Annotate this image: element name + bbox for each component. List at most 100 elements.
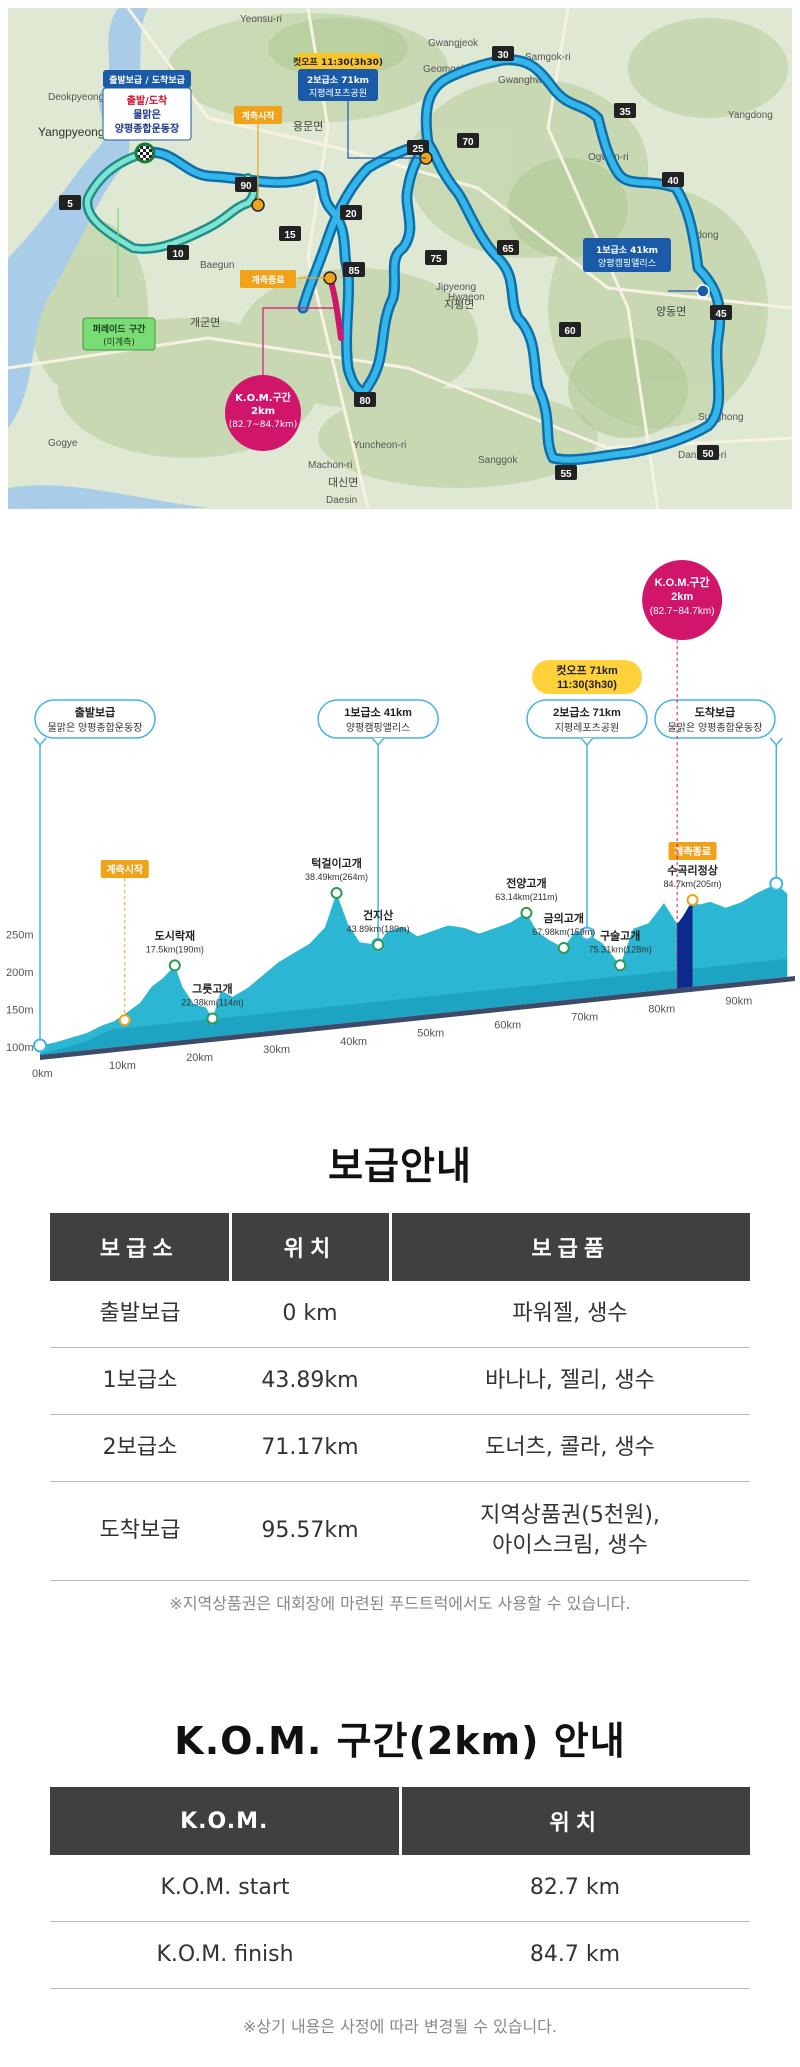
kom-point-location: 84.7 km	[400, 1921, 750, 1989]
place-label: Ipdong	[688, 230, 719, 241]
col-header-location: 위치	[230, 1213, 392, 1281]
supply-items-line1: 지역상품권(5천원),	[480, 1503, 660, 1529]
place-label: Machon-ri	[308, 460, 352, 471]
district-label: 대신면	[328, 476, 358, 489]
peak-name: 그릇고개	[192, 981, 232, 995]
callout-subtitle: 양평캠핑앨리스	[346, 721, 410, 734]
col-header-kom: K.O.M.	[50, 1787, 402, 1855]
peak-marker	[330, 886, 343, 899]
kom-point-location: 82.7 km	[400, 1855, 750, 1922]
table-row: 1보급소 43.89km 바나나, 젤리, 생수	[50, 1347, 750, 1415]
supply-location: 0 km	[230, 1281, 390, 1348]
svg-text:2km: 2km	[251, 406, 275, 417]
cutoff-line2: 11:30(3h30)	[557, 679, 617, 691]
place-label: Yangpyeong	[38, 125, 105, 139]
kom-title: K.O.M. 구간(2km) 안내	[174, 1719, 626, 1763]
supply-marker	[769, 876, 784, 891]
peak-name: 수곡리정상	[667, 863, 718, 877]
place-label: Yuncheon-ri	[353, 440, 406, 451]
place-label: Deokpyeong	[48, 92, 104, 103]
supply-marker	[579, 926, 594, 941]
place-label: Gwangjeok	[428, 38, 479, 49]
callout-subtitle: 물맑은 양평종합운동장	[48, 722, 143, 734]
x-tick-label: 50km	[417, 1028, 444, 1040]
svg-text:K.O.M.구간: K.O.M.구간	[235, 391, 292, 404]
start-finish-callout: 출발보급 / 도착보급 출발/도착 물맑은 양평종합운동장	[102, 70, 192, 141]
place-label: Baegun	[200, 260, 234, 271]
timing-end-badge	[668, 841, 717, 860]
supply-items: 도너츠, 콜라, 생수	[390, 1414, 750, 1482]
kom-note: ※상기 내용은 사정에 따라 변경될 수 있습니다.	[243, 2017, 557, 2036]
km-marker: 25	[412, 144, 424, 155]
table-row: 2보급소 71.17km 도너츠, 콜라, 생수	[50, 1414, 750, 1482]
kom-badge-line3: (82.7~84.7km)	[650, 606, 715, 617]
supply1-callout: 1보급소 41km 양평캠핑앨리스	[583, 238, 671, 272]
x-tick-label: 10km	[109, 1060, 136, 1072]
supply-location: 71.17km	[230, 1414, 390, 1482]
col-header-items: 보급품	[390, 1213, 750, 1281]
km-marker: 15	[284, 230, 296, 241]
place-label: Gwanghwa	[498, 75, 548, 86]
peak-detail: 84.7km(205m)	[664, 879, 722, 889]
svg-text:물맑은: 물맑은	[133, 109, 161, 121]
y-tick-label: 250m	[6, 930, 34, 942]
timing-end-label: 계측종료	[240, 270, 296, 288]
peak-marker	[686, 893, 699, 906]
district-label: 지평면	[444, 298, 474, 311]
place-label: Sanggok	[478, 455, 518, 466]
callout-title: 1보급소 41km	[344, 706, 412, 719]
svg-text:1보급소 41km: 1보급소 41km	[596, 245, 658, 256]
kom-point-name: K.O.M. finish	[50, 1921, 400, 1989]
km-marker: 60	[564, 326, 576, 337]
km-marker: 65	[502, 244, 514, 255]
y-axis: 100m 150m 200m 250m	[6, 930, 34, 1055]
timing-start-label: 계측시작	[106, 863, 144, 876]
km-marker: 10	[172, 249, 184, 260]
peak-detail: 43.89km(189m)	[347, 924, 410, 934]
svg-text:출발보급 / 도착보급: 출발보급 / 도착보급	[109, 74, 186, 86]
km-marker: 55	[560, 469, 572, 480]
kom-area	[677, 899, 693, 989]
district-label: 양동면	[656, 305, 686, 318]
district-label: 용문면	[293, 120, 323, 133]
baseline-band	[40, 976, 795, 1060]
place-label: Gogye	[48, 438, 78, 449]
peak-marker	[557, 941, 570, 954]
svg-text:컷오프 11:30(3h30): 컷오프 11:30(3h30)	[293, 57, 383, 68]
svg-text:퍼레이드 구간: 퍼레이드 구간	[93, 323, 147, 335]
timing-start-marker	[118, 1014, 131, 1027]
x-tick-label: 20km	[186, 1052, 213, 1064]
svg-text:(미계측): (미계측)	[103, 336, 135, 348]
km-marker: 30	[497, 50, 509, 61]
kom-badge-line1: K.O.M.구간	[655, 575, 710, 589]
callout-pointer	[371, 737, 385, 747]
table-row: K.O.M. start 82.7 km	[50, 1855, 750, 1922]
place-label: Daesin	[326, 495, 357, 506]
peak-markers: 도시락재 17.5km(190m) 그릇고개 22.38km(114m) 턱걸이고개 38…	[146, 841, 722, 1025]
supply-note: ※지역상품권은 대회장에 마련된 푸드트럭에서도 사용할 수 있습니다.	[169, 1594, 631, 1613]
kom-badge-line2: 2km	[671, 591, 693, 603]
special-markers: 컷오프 71km 11:30(3h30) K.O.M.구간 2km (82.7~84.7…	[100, 560, 723, 1027]
kom-callout: K.O.M.구간 2km (82.7~84.7km)	[225, 375, 301, 451]
callout-title: 2보급소 71km	[553, 706, 621, 719]
y-tick-label: 150m	[6, 1005, 34, 1017]
table-header-row: 보급소 위치 보급품	[50, 1213, 750, 1281]
supply-location: 95.57km	[230, 1481, 390, 1581]
place-labels: Yeonsu-ri Deokpyeong Yangpyeong Gwangjeo…	[38, 14, 773, 506]
callout-box	[34, 699, 156, 739]
district-label: 개군면	[190, 316, 220, 329]
x-tick-label: 80km	[648, 1004, 675, 1016]
timing-start-label: 계측시작	[234, 106, 282, 124]
x-tick-label: 30km	[263, 1044, 290, 1056]
peak-marker	[206, 1012, 219, 1025]
parade-callout: 퍼레이드 구간 (미계측)	[82, 317, 156, 351]
supply-table: 보급소 위치 보급품 출발보급 0 km 파워젤, 생수 1보급소 43.89k…	[50, 1213, 750, 1581]
peak-detail: 38.49km(264m)	[305, 872, 368, 882]
x-tick-label: 90km	[725, 995, 752, 1007]
supply-items: 지역상품권(5천원), 아이스크림, 생수	[390, 1481, 750, 1581]
callout-subtitle: 지평레포츠공원	[555, 722, 619, 734]
callout-pointer	[580, 737, 594, 747]
peak-marker	[168, 959, 181, 972]
kom-badge	[642, 560, 723, 640]
